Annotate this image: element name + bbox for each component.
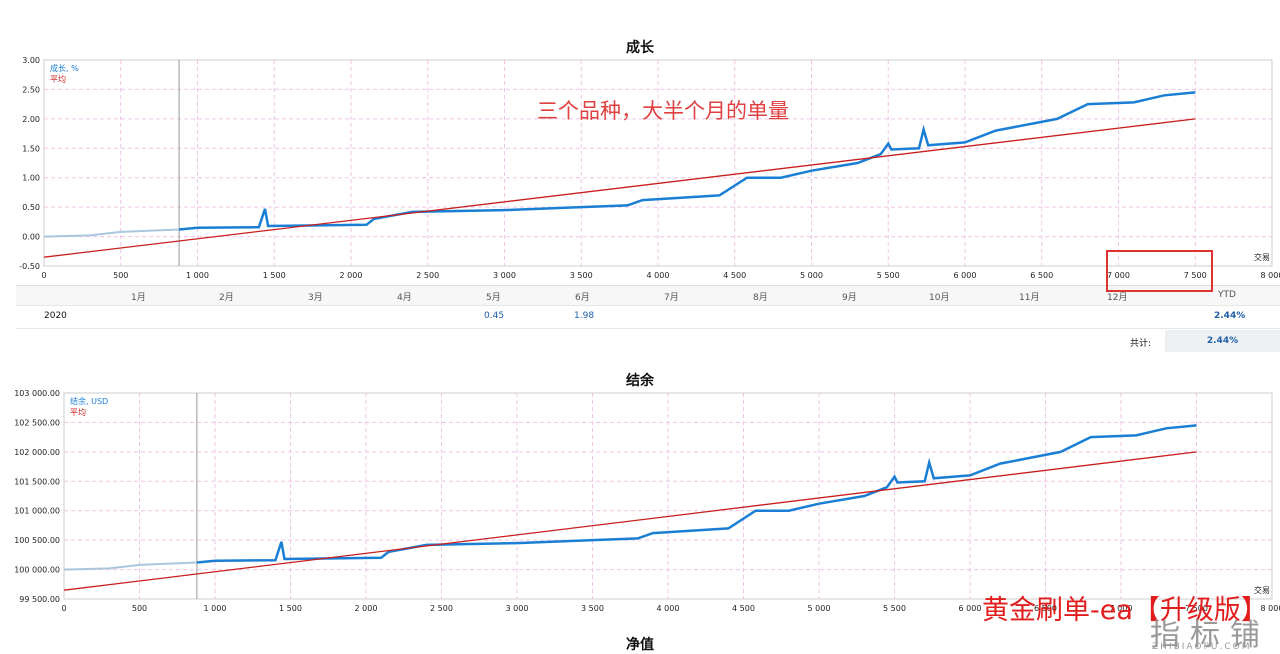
- x-tick-label: 6 000: [959, 604, 982, 613]
- x-axis-label: 交易: [1254, 252, 1270, 262]
- month-label: 8月: [753, 293, 768, 303]
- x-tick-label: 4 000: [647, 271, 670, 280]
- y-tick-label: 1.50: [22, 144, 40, 153]
- series-line-growth: [196, 424, 1197, 564]
- legend-entry: 平均: [70, 407, 86, 417]
- legend-entry: 结余, USD: [70, 396, 108, 406]
- x-tick-label: 8 000: [1261, 271, 1280, 280]
- x-tick-label: 6 500: [1030, 271, 1053, 280]
- y-tick-label: 101 500.00: [14, 477, 60, 486]
- x-axis-label: 交易: [1254, 585, 1270, 595]
- chart2-title: 结余: [626, 373, 654, 389]
- y-tick-label: 0.50: [22, 203, 40, 212]
- x-tick-label: 8 000: [1261, 604, 1280, 613]
- series-line-history: [63, 561, 197, 571]
- y-tick-label: 1.00: [22, 174, 40, 183]
- year-label: 2020: [44, 311, 67, 321]
- highlight-box: [1106, 250, 1213, 292]
- x-tick-label: 5 000: [800, 271, 823, 280]
- x-tick-label: 0: [61, 604, 66, 613]
- month-label: 3月: [308, 293, 323, 303]
- x-tick-label: 1 000: [204, 604, 227, 613]
- x-tick-label: 7 000: [1110, 604, 1133, 613]
- watermark-url: ZHIBIAOPU.COM: [1152, 642, 1252, 652]
- y-tick-label: 2.50: [22, 85, 40, 94]
- month-header-row: 1月 2月 3月 4月 5月 6月 7月 8月 9月 10月 11月 12月 Y…: [16, 285, 1280, 306]
- annotation-text: 三个品种，大半个月的单量: [537, 99, 789, 123]
- x-tick-label: 500: [113, 271, 128, 280]
- y-tick-label: 3.00: [22, 56, 40, 65]
- x-tick-label: 1 500: [279, 604, 302, 613]
- chart2-plot: 0 500 1 000 1 500 2 000 2 500 3 000 3 500 4 000 4…: [14, 389, 1280, 613]
- ytd-value: 2.44%: [1214, 311, 1246, 321]
- x-tick-label: 2 000: [355, 604, 378, 613]
- month-label: 7月: [664, 293, 679, 303]
- total-label: 共计:: [1130, 339, 1152, 349]
- x-tick-label: 1 500: [263, 271, 286, 280]
- total-value: 2.44%: [1165, 330, 1280, 352]
- x-tick-label: 6 500: [1034, 604, 1057, 613]
- legend-entry: 成长, %: [50, 63, 79, 73]
- month-label: 2月: [219, 293, 234, 303]
- y-tick-label: 102 500.00: [14, 418, 60, 427]
- y-tick-label: 100 500.00: [14, 536, 60, 545]
- series-line-history: [43, 228, 180, 238]
- chart3-title: 净值: [626, 637, 654, 653]
- watermark-logo: 指标铺: [1150, 618, 1270, 653]
- x-tick-label: 5 500: [877, 271, 900, 280]
- year-row-2020: 2020 0.45 1.98 2.44%: [16, 305, 1280, 329]
- may-value: 0.45: [484, 311, 505, 321]
- ytd-header: YTD: [1218, 290, 1236, 300]
- x-tick-label: 4 500: [723, 271, 746, 280]
- x-tick-label: 0: [41, 271, 46, 280]
- x-tick-label: 3 500: [581, 604, 604, 613]
- y-tick-label: 2.00: [22, 115, 40, 124]
- month-label: 9月: [842, 293, 857, 303]
- x-tick-label: 2 500: [430, 604, 453, 613]
- y-tick-label: -0.50: [19, 262, 40, 271]
- month-label: 6月: [575, 293, 590, 303]
- jun-value: 1.98: [574, 311, 595, 321]
- y-tick-label: 102 000.00: [14, 448, 60, 457]
- x-tick-label: 2 500: [416, 271, 439, 280]
- legend-entry: 平均: [50, 74, 66, 84]
- x-tick-label: 7 500: [1184, 271, 1207, 280]
- y-tick-label: 100 000.00: [14, 566, 60, 575]
- x-tick-label: 5 500: [883, 604, 906, 613]
- x-tick-label: 4 000: [657, 604, 680, 613]
- series-line-average: [63, 451, 1197, 591]
- watermark-red-text: 黄金刷单-ea【升级版】: [982, 595, 1268, 626]
- month-label: 11月: [1019, 293, 1040, 303]
- x-tick-label: 1 000: [186, 271, 209, 280]
- x-tick-label: 3 000: [506, 604, 529, 613]
- x-tick-label: 6 000: [954, 271, 977, 280]
- x-tick-label: 3 500: [570, 271, 593, 280]
- x-tick-label: 500: [132, 604, 147, 613]
- chart1-title: 成长: [626, 40, 654, 56]
- x-tick-label: 5 000: [808, 604, 831, 613]
- y-tick-label: 101 000.00: [14, 507, 60, 516]
- month-label: 1月: [131, 293, 146, 303]
- series-line-average: [43, 118, 1196, 258]
- y-tick-label: 0.00: [22, 233, 40, 242]
- month-label: 5月: [486, 293, 501, 303]
- x-tick-label: 7 000: [1107, 271, 1130, 280]
- y-tick-label: 103 000.00: [14, 389, 60, 398]
- x-tick-label: 7 500: [1185, 604, 1208, 613]
- x-tick-label: 3 000: [493, 271, 516, 280]
- month-label: 10月: [929, 293, 950, 303]
- series-line-growth: [178, 91, 1196, 231]
- x-tick-label: 2 000: [340, 271, 363, 280]
- chart1-plot: 0 500 1 000 1 500 2 000 2 500 3 000 3 500 4 000 4…: [19, 56, 1280, 280]
- month-label: 4月: [397, 293, 412, 303]
- x-tick-label: 4 500: [732, 604, 755, 613]
- y-tick-label: 99 500.00: [19, 595, 60, 604]
- month-label: 12月: [1107, 293, 1128, 303]
